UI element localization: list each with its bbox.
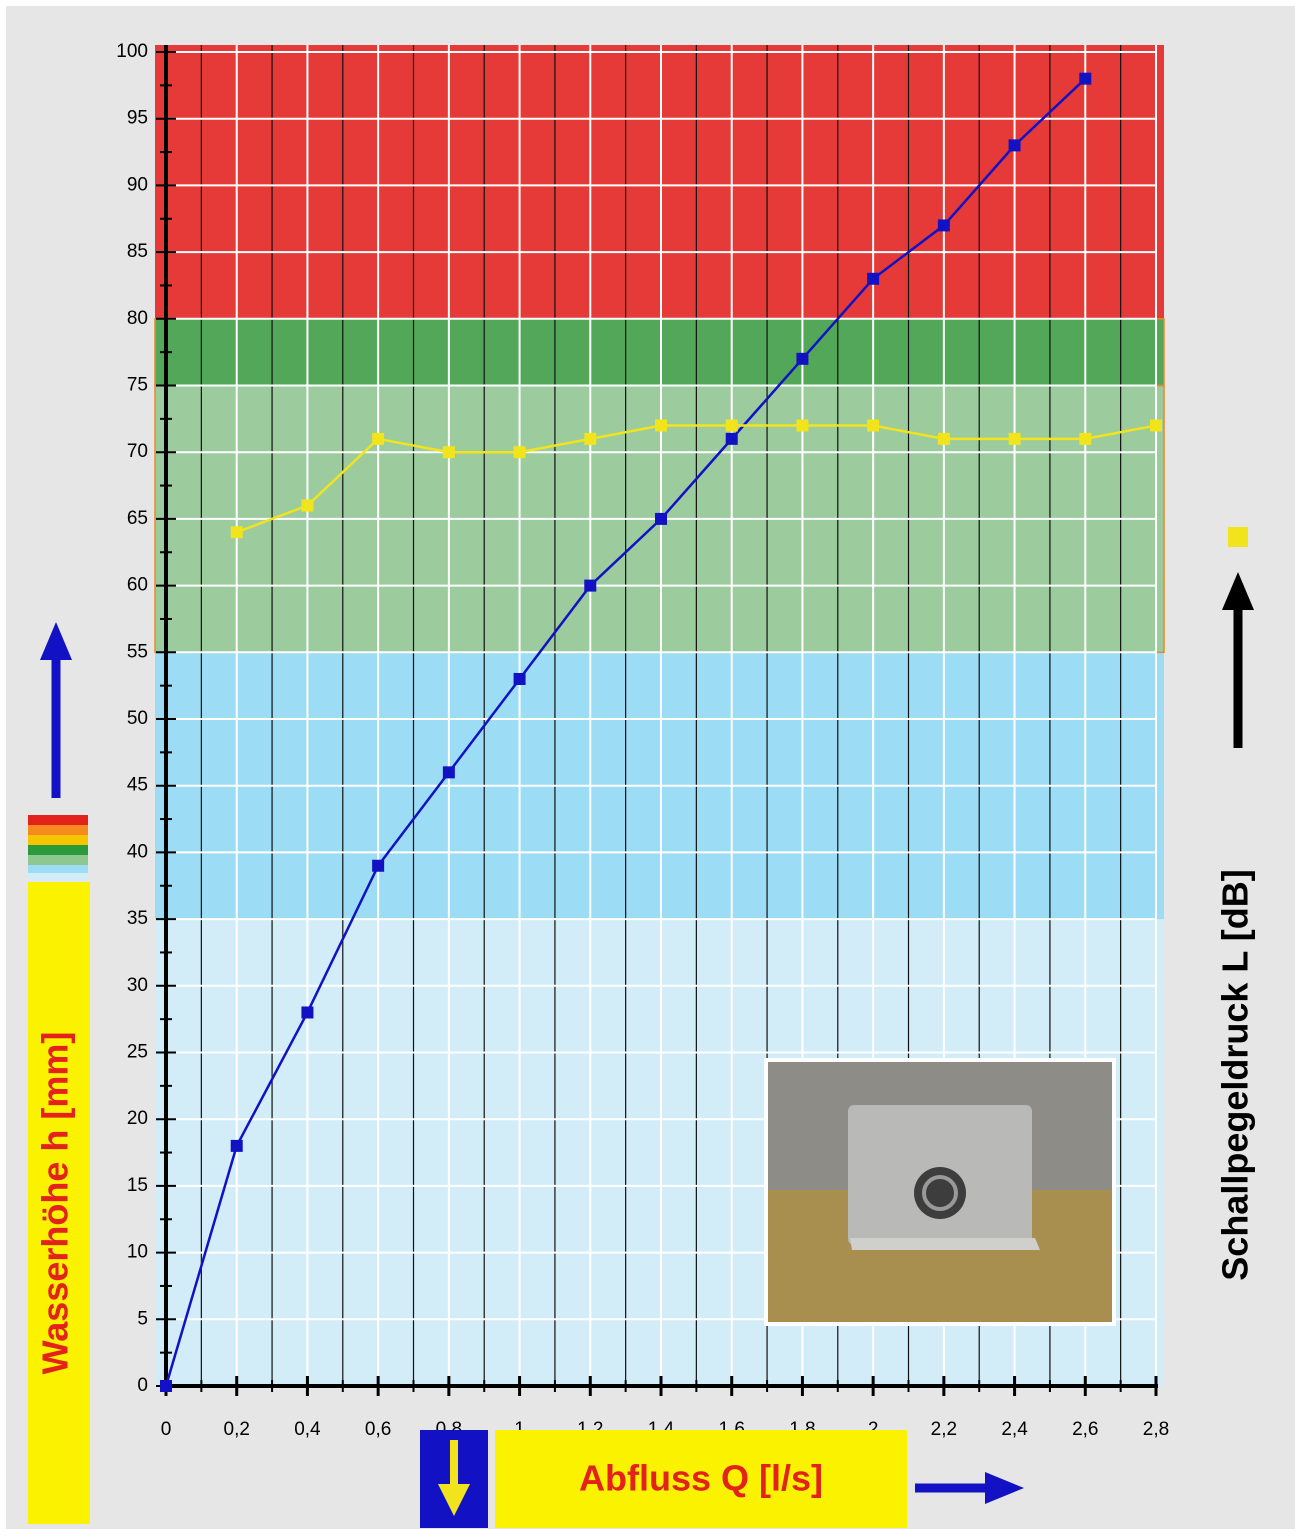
- y-tick-label: 75: [127, 375, 148, 396]
- data-point: [867, 272, 880, 285]
- x-axis-label: Abfluss Q [l/s]: [579, 1458, 823, 1499]
- y-tick-label: 10: [127, 1242, 148, 1263]
- y-tick-label: 90: [127, 174, 148, 195]
- y-tick-label: 30: [127, 975, 148, 996]
- y-tick-label: 40: [127, 841, 148, 862]
- data-point: [1079, 72, 1092, 85]
- data-point: [937, 432, 950, 445]
- x-tick-label: 2,8: [1143, 1419, 1169, 1440]
- data-point: [655, 419, 667, 432]
- x-label-box: [495, 1430, 907, 1528]
- series-line: [164, 77, 1087, 1387]
- y-label-box: [28, 882, 90, 1524]
- data-point: [442, 766, 455, 779]
- data-point: [937, 219, 950, 232]
- x-tick-label: 2: [868, 1419, 879, 1440]
- y-tick-label: 100: [116, 41, 148, 62]
- y-tick-label: 20: [127, 1108, 148, 1129]
- data-point: [372, 432, 385, 445]
- y-tick-label: 55: [127, 641, 148, 662]
- data-point: [867, 419, 880, 432]
- y2-arrow: [1222, 572, 1254, 748]
- y-tick-label: 15: [127, 1175, 148, 1196]
- y-tick-label: 65: [127, 508, 148, 529]
- x-arrow: [915, 1472, 1024, 1504]
- data-point: [301, 1006, 314, 1019]
- y-tick-label: 5: [137, 1308, 148, 1329]
- x-tick-label: 0: [161, 1419, 172, 1440]
- data-point: [230, 526, 243, 539]
- data-point: [1079, 432, 1092, 445]
- x-tick-label: 1: [514, 1419, 525, 1440]
- data-point: [513, 446, 526, 459]
- y2-axis-label: Schallpegeldruck L [dB]: [1215, 869, 1256, 1280]
- color-legend-stripes: [28, 815, 88, 881]
- y-tick-label: 60: [127, 575, 148, 596]
- y-tick-label: 0: [137, 1375, 148, 1396]
- y-arrow: [40, 622, 72, 798]
- data-point: [442, 446, 455, 459]
- data-point: [160, 1380, 172, 1392]
- x-tick-label: 2,2: [931, 1419, 957, 1440]
- zone-band: [154, 318, 1165, 387]
- y-tick-label: 50: [127, 708, 148, 729]
- data-point: [301, 499, 314, 512]
- data-point: [584, 579, 597, 592]
- series-line: [236, 424, 1157, 534]
- photo-inset: [764, 1058, 1116, 1326]
- data-point: [725, 419, 738, 432]
- x-tick-label: 0,2: [224, 1419, 250, 1440]
- x-tick-label: 0,6: [365, 1419, 391, 1440]
- y-tick-label: 25: [127, 1042, 148, 1063]
- x-tick-label: 2,6: [1072, 1419, 1098, 1440]
- data-point: [725, 432, 738, 445]
- down-arrow: [438, 1440, 470, 1516]
- data-point: [655, 512, 667, 525]
- y-axis-label: Wasserhöhe h [mm]: [35, 1032, 76, 1375]
- data-point: [584, 432, 597, 445]
- data-point: [513, 672, 526, 685]
- data-point: [796, 352, 809, 365]
- y2-legend-marker: [1228, 527, 1248, 547]
- data-point: [230, 1139, 243, 1152]
- data-point: [1008, 139, 1021, 152]
- y-tick-label: 80: [127, 308, 148, 329]
- y-tick-label: 45: [127, 775, 148, 796]
- x-tick-label: 0,4: [294, 1419, 321, 1440]
- y-tick-label: 35: [127, 908, 148, 929]
- x-tick-label: 2,4: [1001, 1419, 1028, 1440]
- data-point: [372, 859, 385, 872]
- data-point: [1008, 432, 1021, 445]
- y-tick-label: 95: [127, 108, 148, 129]
- data-point: [1150, 419, 1162, 432]
- y-tick-label: 70: [127, 441, 148, 462]
- data-point: [796, 419, 809, 432]
- y-tick-label: 85: [127, 241, 148, 262]
